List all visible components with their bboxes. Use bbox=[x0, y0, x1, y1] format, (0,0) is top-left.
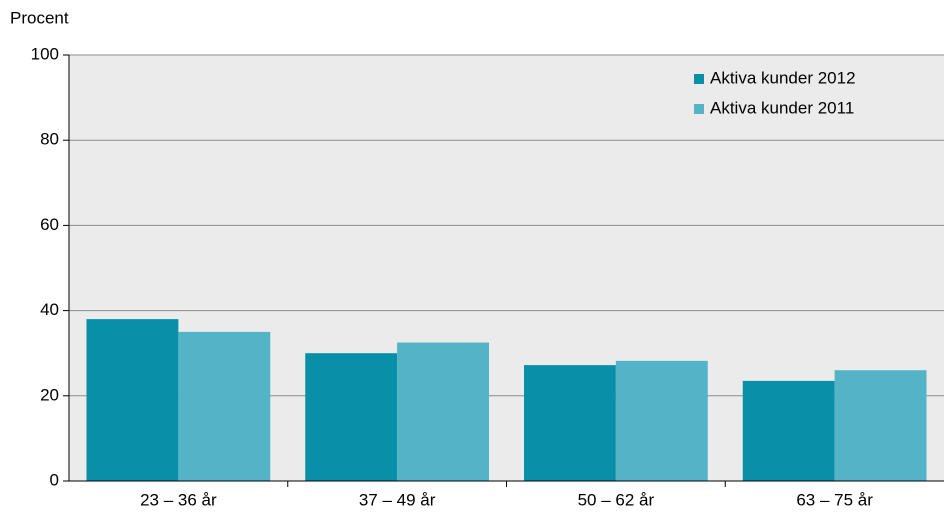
x-tick-label: 23 – 36 år bbox=[140, 490, 217, 509]
y-tick-label: 40 bbox=[40, 300, 59, 319]
bar bbox=[615, 360, 708, 481]
y-axis-label: Procent bbox=[10, 8, 69, 27]
y-tick-label: 100 bbox=[31, 44, 59, 63]
x-tick-label: 37 – 49 år bbox=[359, 490, 436, 509]
bar bbox=[397, 342, 489, 481]
bar bbox=[86, 319, 179, 481]
x-tick-label: 50 – 62 år bbox=[578, 490, 655, 509]
bar bbox=[305, 353, 398, 481]
legend-label: Aktiva kunder 2012 bbox=[710, 68, 856, 87]
legend-label: Aktiva kunder 2011 bbox=[710, 98, 854, 117]
bar bbox=[834, 370, 927, 481]
y-tick-label: 20 bbox=[40, 385, 59, 404]
legend-swatch bbox=[694, 74, 704, 84]
bar bbox=[178, 331, 271, 481]
x-tick-label: 63 – 75 år bbox=[796, 490, 873, 509]
y-tick-label: 60 bbox=[40, 215, 59, 234]
bar bbox=[524, 365, 616, 481]
bar bbox=[742, 380, 835, 481]
y-tick-label: 80 bbox=[40, 130, 59, 149]
y-tick-label: 0 bbox=[50, 470, 59, 489]
legend-swatch bbox=[694, 104, 704, 114]
